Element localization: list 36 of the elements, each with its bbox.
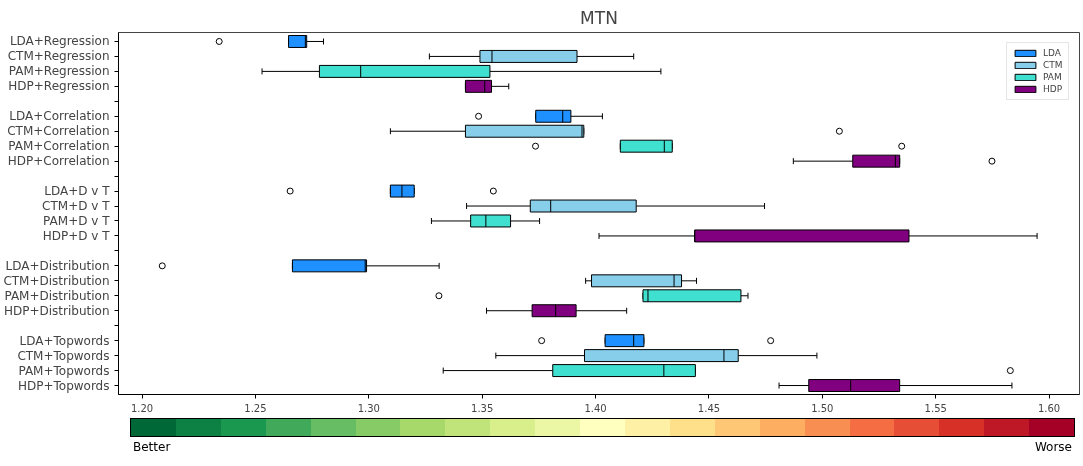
legend-label: HDP	[1043, 84, 1063, 94]
x-tick-label: 1.60	[1037, 402, 1061, 414]
y-tick-label: HDP+Distribution	[3, 303, 110, 318]
chart-title: MTN	[580, 7, 618, 28]
y-tick-label: PAM+Distribution	[4, 288, 110, 303]
y-tick-label: LDA+Regression	[9, 34, 110, 49]
y-tick-label: PAM+Topwords	[18, 363, 110, 378]
y-tick-label: LDA+Correlation	[9, 109, 110, 124]
y-tick-label: PAM+Correlation	[8, 139, 110, 154]
y-tick-label: LDA+Distribution	[5, 258, 110, 273]
x-tick-label: 1.45	[697, 402, 721, 414]
y-tick-label: LDA+Topwords	[19, 333, 110, 348]
legend-label: CTM	[1043, 60, 1063, 70]
y-tick-label: PAM+Regression	[8, 64, 110, 79]
y-tick-label: HDP+D v T	[42, 228, 111, 243]
x-tick-label: 1.55	[924, 402, 947, 414]
y-tick-label: CTM+Regression	[7, 49, 110, 64]
legend-label: PAM	[1043, 72, 1063, 82]
text: Better	[133, 439, 171, 456]
y-tick-label: HDP+Regression	[8, 79, 110, 94]
y-tick-label: CTM+D v T	[42, 199, 111, 214]
y-tick-label: CTM+Distribution	[3, 273, 110, 288]
x-tick-label: 1.30	[357, 402, 380, 414]
y-tick-label: HDP+Topwords	[17, 378, 110, 393]
x-tick-label: 1.25	[244, 402, 267, 414]
y-tick-label: CTM+Correlation	[7, 124, 110, 139]
y-tick-label: CTM+Topwords	[17, 348, 110, 363]
legend-label: LDA	[1043, 48, 1062, 58]
y-tick-label: LDA+D v T	[44, 184, 111, 199]
x-tick-label: 1.20	[130, 402, 154, 414]
x-tick-label: 1.50	[811, 402, 834, 414]
x-tick-label: 1.35	[471, 402, 494, 414]
y-tick-label: PAM+D v T	[43, 213, 111, 228]
x-tick-label: 1.40	[584, 402, 607, 414]
text: Worse	[1034, 439, 1072, 456]
y-tick-label: HDP+Correlation	[7, 154, 110, 169]
